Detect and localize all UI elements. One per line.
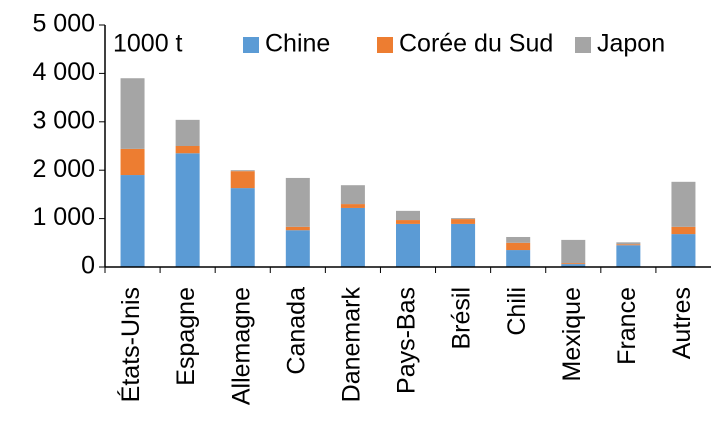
bar-segment — [285, 230, 310, 267]
bar-segment — [451, 219, 476, 224]
x-tick-label: Allemagne — [227, 287, 255, 405]
bar-segment — [230, 188, 255, 267]
bar-segment — [451, 223, 476, 267]
unit-label: 1000 t — [113, 30, 183, 58]
bar-segment — [451, 218, 476, 220]
y-tick-label: 5 000 — [32, 10, 95, 38]
x-tick-label: États-Unis — [116, 287, 145, 402]
bar-segment — [616, 242, 641, 245]
bar-segment — [285, 177, 310, 227]
legend-label: Chine — [265, 30, 330, 58]
bar-segment — [396, 220, 420, 224]
x-tick-label: Pays-Bas — [393, 287, 421, 394]
bar-segment — [120, 148, 145, 176]
x-tick-label: Chili — [503, 287, 531, 336]
bar-segment — [506, 250, 531, 267]
x-tick-label: Espagne — [172, 287, 200, 386]
legend-label: Corée du Sud — [399, 30, 553, 58]
legend-swatch — [575, 37, 591, 53]
bar-segment — [230, 170, 255, 172]
bar-segment — [285, 226, 310, 231]
bar-segment — [120, 78, 145, 149]
bar-segment — [175, 119, 200, 146]
bar-segment — [616, 245, 641, 267]
legend-swatch — [377, 37, 393, 53]
bar-segment — [340, 204, 365, 208]
bar-segment — [671, 181, 696, 227]
bar-segment — [561, 239, 586, 264]
x-tick-label: Canada — [282, 287, 310, 375]
y-tick-label: 2 000 — [32, 155, 95, 183]
bar-segment — [396, 223, 420, 267]
y-tick-label: 1 000 — [32, 203, 95, 231]
bar-segment — [396, 210, 420, 221]
x-tick-label: Danemark — [338, 287, 366, 403]
x-tick-label: Autres — [668, 287, 696, 359]
bar-segment — [175, 153, 200, 267]
bar-segment — [120, 175, 145, 267]
bar-segment — [506, 236, 531, 243]
x-tick-label: France — [613, 287, 641, 365]
bar-segment — [340, 185, 365, 205]
legend-label: Japon — [597, 30, 665, 58]
y-tick-label: 4 000 — [32, 58, 95, 86]
bar-segment — [616, 244, 641, 246]
x-tick-label: Mexique — [558, 287, 586, 382]
bar-segment — [175, 146, 200, 154]
bar-segment — [230, 171, 255, 189]
bar-segment — [671, 226, 696, 235]
y-tick-label: 0 — [81, 252, 95, 280]
bar-segment — [506, 242, 531, 251]
legend-swatch — [243, 37, 259, 53]
x-tick-label: Brésil — [448, 287, 476, 350]
bar-segment — [671, 234, 696, 267]
bar-segment — [340, 207, 365, 267]
bar-segment — [561, 264, 586, 267]
bar-segment — [561, 263, 586, 265]
y-tick-label: 3 000 — [32, 106, 95, 134]
